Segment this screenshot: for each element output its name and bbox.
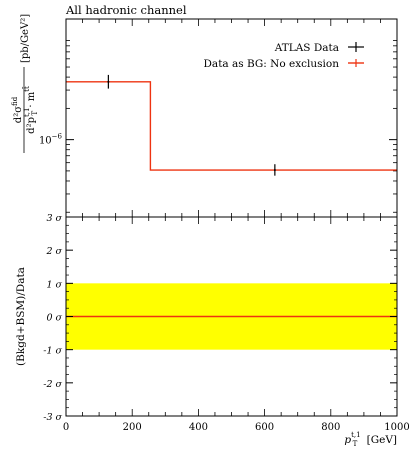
y-tick-label: 0 σ — [46, 313, 62, 324]
y-label-numerator: d²σfid — [11, 96, 24, 123]
y-label-units: [pb/GeV²] — [20, 14, 31, 63]
data-point — [273, 169, 276, 172]
y-label-den-sub: T — [31, 111, 39, 116]
bg-step-line — [66, 81, 397, 171]
y-tick-label: -3 σ — [43, 412, 62, 423]
x-tick-label: 400 — [189, 422, 208, 433]
data-point — [107, 80, 110, 83]
ratio-axis-label: (Bkgd+BSM)/Data — [15, 267, 27, 366]
x-tick-label: 600 — [255, 422, 274, 433]
y-label-num-sup: fid — [11, 96, 19, 106]
y-tick-label: 3 σ — [46, 213, 62, 224]
lower-frame — [65, 216, 398, 417]
x-label-sub: T — [353, 440, 358, 448]
y-label-num-base: d²σ — [13, 106, 24, 123]
x-tick-label: 800 — [321, 422, 340, 433]
y-tick-label: 10−6 — [39, 133, 63, 147]
legend-label-bg: Data as BG: No exclusion — [204, 58, 340, 70]
y-tick-label: 1 σ — [46, 279, 62, 290]
x-tick-label: 1000 — [384, 422, 409, 433]
lower-panel: 3 σ 2 σ 1 σ 0 σ -1 σ -2 σ -3 σ0 200 400 600 800 100… — [15, 213, 409, 448]
legend-label-atlas-data: ATLAS Data — [274, 42, 339, 54]
y-label-m-sup: tt̄ — [21, 86, 31, 92]
y-tick-label: -1 σ — [43, 346, 62, 357]
x-tick-label: 200 — [123, 422, 142, 433]
y-label-den-base: d²p — [26, 117, 37, 134]
upper-frame — [65, 18, 398, 218]
y-tick-label: 2 σ — [45, 246, 62, 257]
y-label-den-sup: t,1 — [23, 108, 31, 118]
y-tick-exponent: −6 — [52, 133, 63, 141]
ratio-axis-label-text: (Bkgd+BSM)/Data — [15, 267, 27, 366]
x-label-units: [GeV] — [363, 434, 397, 446]
x-label-sup: t,1 — [351, 431, 361, 439]
x-label-p: p — [344, 434, 351, 446]
y-tick-label: -2 σ — [43, 379, 62, 390]
y-label-denominator: d²pt,1T · mtt̄ — [21, 86, 39, 134]
x-axis-label: pt,1 T [GeV] — [344, 431, 397, 448]
y-tick-base: 10 — [39, 136, 52, 147]
chart-title: All hadronic channel — [65, 3, 187, 17]
y-label-times: · m — [26, 91, 37, 111]
x-tick-label: 0 — [63, 422, 69, 433]
upper-panel: 10−6 ATLAS Data Data as BG: No exclusion d²… — [11, 14, 398, 218]
